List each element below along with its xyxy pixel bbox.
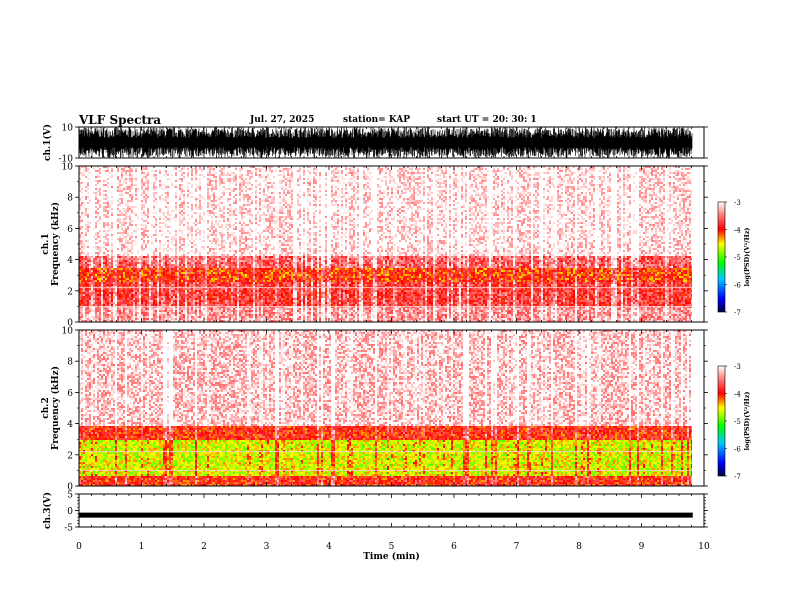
ch2-spectrogram-cbar-tick-4: -7: [734, 473, 741, 481]
ch2-spectrogram-ytick-3: 6: [67, 389, 73, 399]
ch3-waveform-ytick-2: -5: [64, 524, 73, 534]
ch1-waveform-ylabel-0: ch.1(V): [42, 124, 53, 161]
ch2-spectrogram-ytick-5: 10: [62, 327, 74, 337]
ch2-spectrogram-ylabel-1: Frequency (kHz): [50, 366, 61, 450]
ch2-spectrogram-ytick-4: 8: [67, 358, 73, 368]
x-tick-label-9: 9: [639, 542, 645, 552]
ch2-spectrogram-ytick-2: 4: [67, 420, 73, 430]
ch1-spectrogram-ylabel-1: Frequency (kHz): [50, 202, 61, 286]
x-tick-label-8: 8: [576, 542, 582, 552]
ch1-spectrogram-ylabel-0: ch.1: [41, 233, 51, 254]
x-tick-label-0: 0: [76, 542, 82, 552]
ch3-waveform-ytick-0: 5: [67, 491, 73, 501]
ch2-spectrogram-ylabel-0: ch.2: [41, 397, 51, 418]
x-tick-label-1: 1: [139, 542, 145, 552]
ch3-waveform-frame: [79, 494, 704, 527]
vlf-figure: 10-10ch.1(V)0246810ch.1 Frequency (kHz) -3…: [0, 0, 792, 612]
ch2-spectrogram-cbar-label: log(PSD)(V²/Hz): [743, 392, 751, 451]
ch1-spectrogram-cbar-tick-4: -7: [734, 309, 741, 317]
ch1-waveform-ytick-0: 10: [62, 124, 74, 134]
x-tick-label-3: 3: [264, 542, 270, 552]
x-axis-label: Time (min): [363, 551, 420, 562]
x-tick-label-2: 2: [201, 542, 207, 552]
ch1-spectrogram-cbar-tick-3: -6: [734, 282, 741, 290]
ch1-spectrogram-cbar-tick-2: -5: [734, 254, 741, 262]
ch1-spectrogram-ytick-2: 4: [67, 256, 73, 266]
ch2-spectrogram-cbar-tick-2: -5: [734, 418, 741, 426]
ch2-spectrogram-cbar-tick-3: -6: [734, 446, 741, 454]
x-tick-label-5: 5: [389, 542, 395, 552]
ch1-spectrogram-cbar-tick-0: -3: [734, 199, 741, 207]
ch2-spectrogram-ytick-1: 2: [67, 451, 73, 461]
ch1-spectrogram-cbar-label: log(PSD)(V²/Hz): [743, 228, 751, 287]
ch1-spectrogram-ytick-1: 2: [67, 287, 73, 297]
x-tick-label-4: 4: [326, 542, 332, 552]
x-tick-label-10: 10: [698, 542, 710, 552]
ch1-spectrogram-cbar-tick-1: -4: [734, 227, 741, 235]
ch1-spectrogram-image: [79, 166, 693, 322]
ch2-spectrogram-cbar-tick-1: -4: [734, 391, 741, 399]
ch1-spectrogram-colorbar: [718, 202, 725, 312]
ch1-spectrogram-ytick-3: 6: [67, 225, 73, 235]
ch3-waveform-ytick-1: 0: [67, 507, 73, 517]
x-tick-label-7: 7: [514, 542, 520, 552]
ch3-waveform-trace: [79, 513, 693, 518]
ch3-waveform-ylabel-0: ch.3(V): [42, 492, 53, 529]
ch1-waveform-trace: [79, 127, 692, 158]
x-tick-label-6: 6: [451, 542, 457, 552]
ch2-spectrogram-image: [79, 330, 693, 486]
ch1-spectrogram-ytick-5: 10: [62, 163, 74, 173]
ch1-spectrogram-ytick-4: 8: [67, 194, 73, 204]
ch2-spectrogram-cbar-tick-0: -3: [734, 363, 741, 371]
ch2-spectrogram-colorbar: [718, 366, 725, 476]
